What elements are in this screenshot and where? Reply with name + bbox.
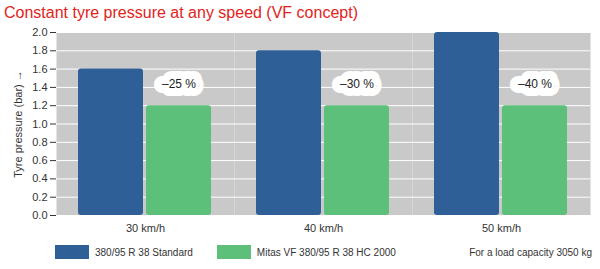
svg-text:1.2: 1.2	[32, 99, 47, 111]
svg-text:0.8: 0.8	[32, 136, 47, 148]
svg-text:–30 %: –30 %	[340, 77, 374, 91]
svg-text:30 km/h: 30 km/h	[126, 222, 165, 234]
svg-text:40 km/h: 40 km/h	[304, 222, 343, 234]
html-text:Constant tyre pressure at any: Constant tyre pressure at any speed (VF …	[4, 4, 358, 21]
svg-text:Tyre pressure (bar) →: Tyre pressure (bar) →	[12, 70, 24, 178]
svg-text:1.8: 1.8	[32, 44, 47, 56]
svg-text:0.6: 0.6	[32, 154, 47, 166]
svg-text:0.2: 0.2	[32, 191, 47, 203]
html-text:For a load capacity 3050 kg: For a load capacity 3050 kg	[469, 246, 592, 258]
svg-text:2.0: 2.0	[32, 26, 47, 38]
svg-text:1.0: 1.0	[32, 118, 47, 130]
svg-text:1.6: 1.6	[32, 63, 47, 75]
svg-text:–25 %: –25 %	[162, 77, 196, 91]
html-text:380/95 R 38 Standard: 380/95 R 38 Standard	[95, 246, 193, 258]
svg-text:50 km/h: 50 km/h	[482, 222, 521, 234]
svg-text:0.4: 0.4	[32, 172, 47, 184]
svg-text:–40 %: –40 %	[518, 77, 552, 91]
svg-text:1.4: 1.4	[32, 81, 47, 93]
html-text:Mitas VF 380/95 R 38 HC 2000: Mitas VF 380/95 R 38 HC 2000	[256, 246, 396, 258]
svg-text:0.0: 0.0	[32, 209, 47, 221]
